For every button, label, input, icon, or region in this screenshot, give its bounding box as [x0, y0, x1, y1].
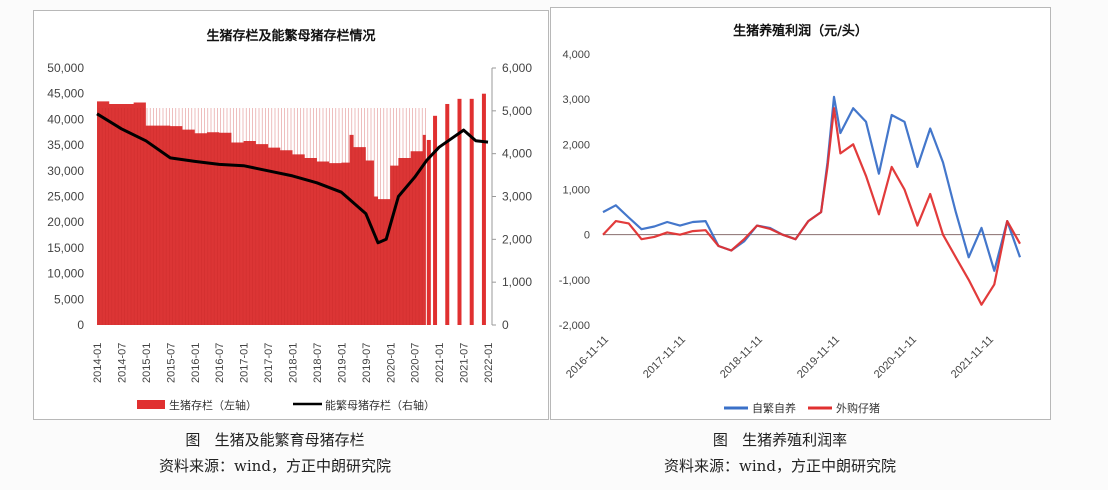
x-tick-label: 2022-01 [483, 343, 495, 383]
x-tick-label: 2018-11-11 [718, 334, 765, 381]
y-tick-label: -1,000 [559, 275, 590, 287]
y-left-tick-label: 25,000 [47, 190, 84, 204]
x-tick-label: 2015-01 [141, 343, 153, 383]
sow-inventory-line [96, 112, 489, 245]
legend-line-label: 能繁母猪存栏（右轴） [325, 398, 435, 412]
y-left-tick-label: 20,000 [47, 215, 84, 229]
y-tick-label: 1,000 [562, 185, 590, 197]
left-caption-title: 图 生猪及能繁育母猪存栏 [185, 431, 365, 449]
y-right-tick-label: 0 [502, 318, 509, 332]
pig-inventory-bar [457, 98, 462, 325]
x-tick-label: 2020-01 [385, 343, 397, 383]
x-tick-label: 2019-11-11 [795, 334, 842, 381]
y-left-tick-label: 30,000 [47, 164, 84, 178]
y-tick-label: 2,000 [562, 139, 590, 151]
left-chart-title: 生猪存栏及能繁母猪存栏情况 [206, 29, 376, 44]
legend-blue-label: 自繁自养 [752, 401, 796, 415]
legend-bar-swatch [137, 400, 165, 409]
x-tick-label: 2018-01 [288, 343, 300, 383]
y-right-tick-label: 1,000 [502, 275, 532, 289]
left-caption-source: 资料来源：wind，方正中朗研究院 [159, 457, 391, 475]
x-tick-label: 2021-07 [459, 343, 471, 383]
x-tick-label: 2019-01 [336, 343, 348, 383]
x-tick-label: 2019-07 [361, 343, 373, 383]
legend-red-label: 外购仔猪 [836, 401, 880, 415]
pig-inventory-bar [433, 115, 438, 325]
y-left-tick-label: 40,000 [47, 112, 84, 126]
y-left-tick-label: 50,000 [47, 61, 84, 75]
right-chart-title: 生猪养殖利润（元/头） [733, 24, 868, 39]
x-tick-label: 2018-07 [312, 343, 324, 383]
x-tick-label: 2020-11-11 [872, 334, 919, 381]
y-right-tick-label: 5,000 [502, 104, 532, 118]
x-tick-label: 2020-07 [410, 343, 422, 383]
x-tick-label: 2017-11-11 [641, 334, 688, 381]
right-chart-panel: 生猪养殖利润（元/头） [550, 7, 1051, 420]
y-left-tick-label: 10,000 [47, 267, 84, 281]
pig-inventory-bar [445, 103, 450, 325]
pig-inventory-bar [469, 98, 474, 325]
x-tick-label: 2014-07 [116, 343, 128, 383]
y-tick-label: 4,000 [562, 49, 590, 61]
y-left-tick-label: 35,000 [47, 138, 84, 152]
y-left-tick-label: 5,000 [54, 292, 84, 306]
right-caption-source: 资料来源：wind，方正中朗研究院 [664, 457, 896, 475]
y-left-tick-label: 0 [77, 318, 84, 332]
x-tick-label: 2017-07 [263, 343, 275, 383]
x-tick-label: 2021-01 [434, 343, 446, 383]
y-left-tick-label: 15,000 [47, 241, 84, 255]
x-tick-label: 2021-11-11 [949, 334, 996, 381]
x-tick-label: 2016-07 [214, 343, 226, 383]
y-right-tick-label: 2,000 [502, 232, 532, 246]
y-right-tick-label: 4,000 [502, 147, 532, 161]
y-tick-label: 0 [584, 230, 590, 242]
y-right-tick-label: 3,000 [502, 190, 532, 204]
x-tick-label: 2014-01 [92, 343, 104, 383]
self-breeding-line [602, 95, 1022, 272]
x-tick-label: 2016-11-11 [564, 334, 611, 381]
x-tick-label: 2017-01 [239, 343, 251, 383]
y-right-tick-label: 6,000 [502, 61, 532, 75]
x-tick-label: 2016-01 [190, 343, 202, 383]
right-caption-title: 图 生猪养殖利润率 [712, 431, 848, 449]
y-tick-label: -2,000 [559, 320, 590, 332]
pig-inventory-bar [426, 139, 431, 325]
pig-inventory-bar [481, 93, 486, 325]
purchased-piglet-line [602, 107, 1021, 306]
legend-bar-label: 生猪存栏（左轴） [169, 398, 257, 412]
x-tick-label: 2015-07 [165, 343, 177, 383]
y-left-tick-label: 45,000 [47, 87, 84, 101]
y-tick-label: 3,000 [562, 94, 590, 106]
